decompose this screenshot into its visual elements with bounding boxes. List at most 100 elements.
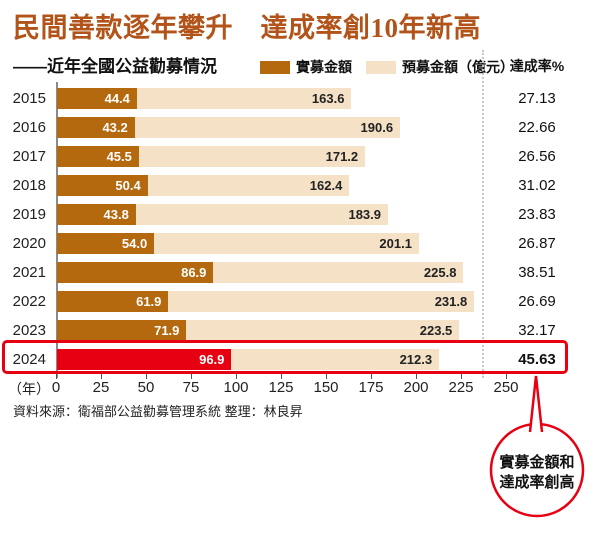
rate-value: 26.56 (518, 148, 556, 165)
x-axis-tick-label: 0 (51, 379, 61, 396)
x-axis-tick-label: 125 (268, 379, 294, 396)
expected-bar-value: 201.1 (379, 236, 412, 251)
x-axis-tick-label: 100 (223, 379, 249, 396)
callout-bubble: 實募金額和 達成率創高 (489, 375, 585, 518)
actual-bar-value: 43.8 (103, 207, 129, 222)
x-axis-tick-label: 200 (403, 379, 429, 396)
chart-row: 2018 162.4 50.4 31.02 (0, 171, 600, 200)
rate-value: 45.63 (518, 351, 556, 368)
x-axis-tick (146, 374, 147, 379)
chart-rows: 2015 163.6 44.4 27.13 2016 190.6 43.2 22.66 2017… (0, 84, 600, 374)
x-axis-tick (56, 374, 57, 379)
expected-bar-value: 190.6 (360, 120, 394, 135)
x-axis-tick (506, 374, 507, 379)
rate-value: 23.83 (518, 206, 556, 223)
actual-bar-value: 54.0 (121, 236, 148, 251)
x-axis-tick (326, 374, 327, 379)
chart-subtitle: ——近年全國公益勸募情況 (13, 57, 217, 76)
x-axis-tick (371, 374, 372, 379)
actual-bar-value: 43.2 (102, 120, 128, 135)
source-note: 資料來源：衛福部公益勸募管理系統 整理：林良昇 (13, 404, 303, 419)
chart-row: 2016 190.6 43.2 22.66 (0, 113, 600, 142)
x-axis-tick-label: 250 (493, 379, 519, 396)
expected-bar: 190.6 (57, 117, 401, 138)
x-axis-tick-label: 50 (137, 379, 155, 396)
expected-bar-value: 223.5 (419, 323, 453, 338)
year-label: 2021 (12, 264, 46, 281)
actual-bar-value: 44.4 (104, 91, 130, 106)
year-label: 2017 (12, 148, 46, 165)
page-title: 民間善款逐年攀升 達成率創10年新高 (13, 13, 481, 43)
actual-bar-highlighted: 96.9 (57, 349, 232, 370)
rate-value: 26.87 (518, 235, 556, 252)
actual-bar-value: 45.5 (106, 149, 132, 164)
year-label: 2019 (12, 206, 46, 223)
chart-row: 2020 201.1 54.0 26.87 (0, 229, 600, 258)
year-label: 2020 (12, 235, 46, 252)
expected-bar-value: 162.4 (309, 178, 343, 193)
actual-amount-swatch-icon (260, 60, 290, 74)
chart-row: 2021 225.8 86.9 38.51 (0, 258, 600, 287)
x-axis-tick-label: 25 (92, 379, 110, 396)
expected-bar: 183.9 (57, 204, 389, 225)
year-label: 2016 (12, 119, 46, 136)
x-axis-tick-label: 225 (448, 379, 474, 396)
x-axis-tick (281, 374, 282, 379)
x-axis-tick-label: 75 (182, 379, 200, 396)
actual-bar: 45.5 (57, 146, 139, 167)
expected-bar-value: 171.2 (325, 149, 359, 164)
actual-bar: 44.4 (57, 88, 137, 109)
rate-value: 27.13 (518, 90, 556, 107)
actual-bar-value: 71.9 (154, 323, 180, 338)
actual-bar: 50.4 (57, 175, 148, 196)
callout-line2: 達成率創高 (499, 473, 574, 491)
actual-bar-value: 96.9 (199, 352, 225, 367)
actual-bar-value: 50.4 (115, 178, 141, 193)
actual-bar-value: 61.9 (136, 294, 162, 309)
dotted-separator-line (482, 50, 484, 378)
rate-value: 38.51 (518, 264, 556, 281)
year-label: 2015 (12, 90, 46, 107)
actual-bar: 61.9 (57, 291, 169, 312)
x-axis-tick (236, 374, 237, 379)
rate-column-header: 達成率% (509, 58, 565, 74)
chart-row: 2023 223.5 71.9 32.17 (0, 316, 600, 345)
expected-bar-value: 212.3 (399, 352, 433, 367)
year-label: 2023 (12, 322, 46, 339)
callout-line1: 實募金額和 (499, 453, 574, 471)
actual-bar: 54.0 (57, 233, 155, 254)
year-label: 2018 (12, 177, 46, 194)
rate-value: 22.66 (518, 119, 556, 136)
x-axis-unit-label: （年） (8, 381, 50, 397)
x-axis-tick (191, 374, 192, 379)
rate-value: 32.17 (518, 322, 556, 339)
actual-bar-value: 86.9 (181, 265, 207, 280)
x-axis-tick-label: 150 (313, 379, 339, 396)
legend: 實募金額 預募金額（億元） (260, 57, 528, 77)
expected-bar-value: 183.9 (348, 207, 382, 222)
legend-actual-label: 實募金額 (296, 59, 352, 75)
expected-bar-value: 225.8 (423, 265, 457, 280)
legend-expected-label: 預募金額（億元） (402, 59, 514, 75)
chart-row: 2017 171.2 45.5 26.56 (0, 142, 600, 171)
year-label: 2024 (12, 351, 46, 368)
chart-row: 2019 183.9 43.8 23.83 (0, 200, 600, 229)
chart-row: 2024 212.3 96.9 45.63 (0, 345, 600, 374)
callout-pointer-icon (528, 375, 544, 433)
rate-value: 31.02 (518, 177, 556, 194)
y-axis-spine (56, 82, 58, 378)
actual-bar: 43.8 (57, 204, 136, 225)
expected-bar-value: 163.6 (311, 91, 345, 106)
actual-bar: 86.9 (57, 262, 214, 283)
rate-value: 26.69 (518, 293, 556, 310)
chart-row: 2015 163.6 44.4 27.13 (0, 84, 600, 113)
chart-row: 2022 231.8 61.9 26.69 (0, 287, 600, 316)
expected-bar-value: 231.8 (434, 294, 468, 309)
actual-bar: 71.9 (57, 320, 187, 341)
year-label: 2022 (12, 293, 46, 310)
x-axis-tick (416, 374, 417, 379)
x-axis-tick (461, 374, 462, 379)
x-axis-tick-label: 175 (358, 379, 384, 396)
actual-bar: 43.2 (57, 117, 135, 138)
